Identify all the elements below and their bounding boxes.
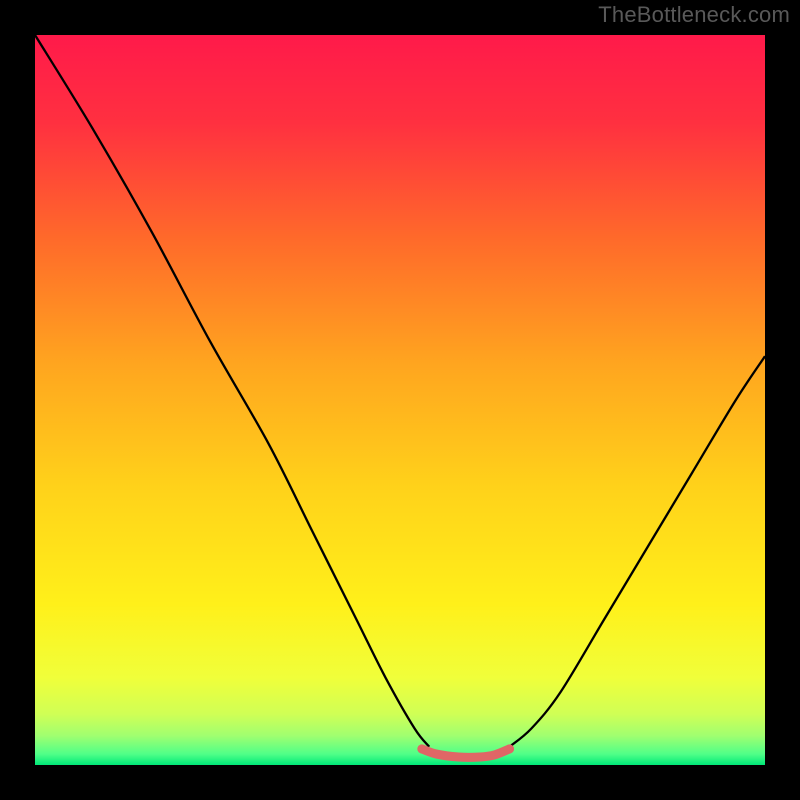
optimal-range-left-dot bbox=[417, 744, 426, 753]
chart-container: TheBottleneck.com bbox=[0, 0, 800, 800]
watermark-text: TheBottleneck.com bbox=[598, 2, 790, 28]
plot-background bbox=[35, 35, 765, 765]
optimal-range-right-dot bbox=[505, 744, 514, 753]
bottleneck-curve-chart bbox=[0, 0, 800, 800]
